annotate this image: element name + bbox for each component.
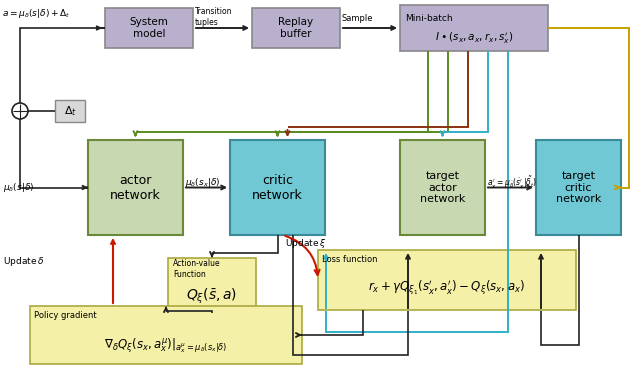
- Text: $\nabla_\delta Q_\xi(s_x,a_x^\mu)|_{a_x^\mu=\mu_\delta(s_x|\delta)}$: $\nabla_\delta Q_\xi(s_x,a_x^\mu)|_{a_x^…: [104, 337, 228, 355]
- Text: target
actor
network: target actor network: [420, 171, 465, 204]
- Text: Update$\,\xi$: Update$\,\xi$: [285, 236, 326, 249]
- Text: actor
network: actor network: [110, 174, 161, 202]
- Bar: [168, 258, 256, 313]
- Text: $a_x^{\prime}=\mu_{\tilde{\delta}}(\dot{s}_x^{\prime}|\tilde{\delta}_t)$: $a_x^{\prime}=\mu_{\tilde{\delta}}(\dot{…: [487, 174, 537, 191]
- Text: $a=\mu_\delta(s|\delta)+\Delta_t$: $a=\mu_\delta(s|\delta)+\Delta_t$: [2, 7, 70, 20]
- Bar: [400, 140, 485, 235]
- Bar: [88, 140, 183, 235]
- Text: Loss function: Loss function: [322, 256, 378, 265]
- Text: System
model: System model: [129, 17, 168, 39]
- Bar: [30, 306, 302, 364]
- Bar: [536, 140, 621, 235]
- Text: Update$\,\delta$: Update$\,\delta$: [3, 256, 44, 269]
- Text: target
critic
network: target critic network: [556, 171, 601, 204]
- Bar: [400, 5, 548, 51]
- Bar: [105, 8, 193, 48]
- Text: Replay
buffer: Replay buffer: [278, 17, 314, 39]
- Text: Action-value
Function: Action-value Function: [173, 259, 221, 279]
- Text: $Q_{\xi}(\bar{s},a)$: $Q_{\xi}(\bar{s},a)$: [186, 286, 237, 306]
- Text: $I\bullet(s_x,a_x,r_x,s_x^{\prime})$: $I\bullet(s_x,a_x,r_x,s_x^{\prime})$: [435, 30, 513, 46]
- Bar: [252, 8, 340, 48]
- Bar: [55, 100, 85, 122]
- Text: Sample: Sample: [342, 13, 374, 23]
- Text: critic
network: critic network: [252, 174, 303, 202]
- Text: $\mu_\delta(s_x|\delta)$: $\mu_\delta(s_x|\delta)$: [185, 176, 220, 189]
- Text: $\mu_\delta(s|\delta)$: $\mu_\delta(s|\delta)$: [3, 181, 35, 194]
- Text: $r_x+\gamma Q_{\xi_1}(s_x^{\prime},a_x^{\prime})-Q_{\xi}(s_x,a_x)$: $r_x+\gamma Q_{\xi_1}(s_x^{\prime},a_x^{…: [369, 279, 525, 297]
- Text: Mini-batch: Mini-batch: [405, 13, 452, 23]
- Bar: [318, 250, 576, 310]
- Text: Transition
tuples: Transition tuples: [195, 7, 232, 27]
- Text: Policy gradient: Policy gradient: [34, 312, 97, 320]
- Text: $\Delta_t$: $\Delta_t$: [63, 104, 77, 118]
- Bar: [230, 140, 325, 235]
